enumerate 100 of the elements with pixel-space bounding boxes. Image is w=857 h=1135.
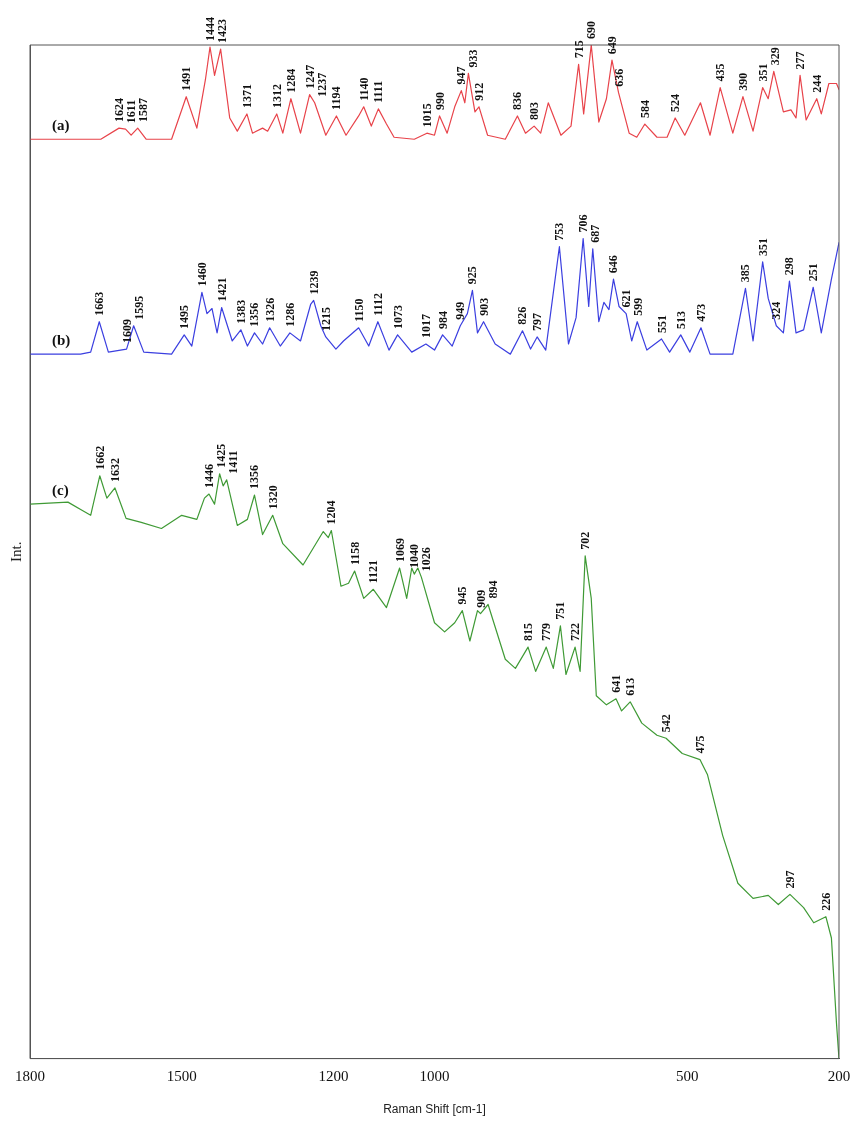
x-tick-label: 1200 <box>318 1067 349 1084</box>
x-tick-label: 1000 <box>419 1067 450 1084</box>
annotation: 1662 <box>92 445 107 470</box>
annotation: 1284 <box>283 68 298 93</box>
annotation: 1111 <box>371 80 386 103</box>
annotation: 277 <box>793 51 808 70</box>
annotation: 1215 <box>318 306 333 331</box>
annotation: 1371 <box>239 83 254 108</box>
annotation: 646 <box>606 255 621 274</box>
annotation: 722 <box>568 623 583 642</box>
annotation: 1411 <box>225 450 240 474</box>
annotation: 690 <box>584 21 599 39</box>
annotation: 542 <box>659 714 674 733</box>
annotation: 1444 <box>203 17 217 42</box>
annotation: 636 <box>611 68 626 87</box>
annotation: 1194 <box>329 86 344 110</box>
annotation: 641 <box>609 674 624 693</box>
annotation: 836 <box>510 91 525 110</box>
annotation: 1239 <box>306 270 321 295</box>
annotation: 329 <box>767 47 782 66</box>
annotation: 909 <box>473 589 488 608</box>
annotation: 1121 <box>366 559 381 584</box>
annotation: 1423 <box>215 19 229 44</box>
annotation: 244 <box>809 74 824 93</box>
series-label: (a) <box>52 116 70 134</box>
annotation: 251 <box>806 263 821 282</box>
annotation: 524 <box>668 93 683 112</box>
annotation: 894 <box>485 580 500 599</box>
annotation: 1595 <box>131 295 146 320</box>
annotation: 297 <box>782 870 797 889</box>
annotation: 815 <box>521 623 536 642</box>
annotation: 1421 <box>214 277 229 302</box>
annotation: 1326 <box>262 297 277 322</box>
annotation: 1356 <box>247 302 262 327</box>
annotation: 1624 <box>111 98 126 123</box>
annotation: 226 <box>818 892 833 911</box>
annotation: 551 <box>654 314 669 333</box>
annotation: 1632 <box>107 457 122 482</box>
annotation: 298 <box>782 257 797 276</box>
annotation: 621 <box>619 289 634 308</box>
annotation: 751 <box>553 601 568 620</box>
annotation: 1356 <box>247 465 262 490</box>
annotation: 584 <box>637 100 652 119</box>
annotation: 706 <box>576 214 591 233</box>
annotation: 947 <box>454 66 469 85</box>
annotation: 351 <box>755 237 770 256</box>
annotation: 599 <box>631 297 646 316</box>
y-axis-title: Int. <box>7 541 24 563</box>
annotation: 649 <box>604 36 619 55</box>
annotation: 753 <box>552 222 567 241</box>
x-tick-label: 500 <box>676 1067 699 1084</box>
annotation: 1587 <box>135 98 150 123</box>
x-tick-label: 200 <box>827 1067 851 1084</box>
annotation: 613 <box>623 677 638 696</box>
x-tick-label: 1800 <box>15 1067 45 1084</box>
annotation: 1015 <box>419 103 434 128</box>
annotation: 1237 <box>314 72 329 97</box>
annotation: 1425 <box>213 443 228 468</box>
annotation: 1158 <box>347 541 362 566</box>
annotation: 984 <box>435 310 450 329</box>
annotation: 435 <box>713 63 728 82</box>
series-label: (c) <box>52 481 69 499</box>
annotation: 826 <box>515 306 530 325</box>
annotation: 1040 <box>407 544 422 569</box>
annotation: 1017 <box>418 314 433 339</box>
x-axis-title: Raman Shift [cm-1] <box>383 1102 486 1117</box>
annotation: 990 <box>432 91 447 110</box>
annotation: 324 <box>769 301 784 320</box>
annotation: 687 <box>588 224 603 243</box>
annotation: 385 <box>738 264 753 283</box>
annotation: 912 <box>471 82 486 101</box>
annotation: 945 <box>455 586 470 605</box>
annotation: 1495 <box>177 304 192 329</box>
annotation: 1026 <box>419 547 434 572</box>
annotation: 803 <box>527 102 542 121</box>
annotation: 1383 <box>233 299 248 324</box>
annotation: 1460 <box>194 262 209 287</box>
annotation: 1069 <box>392 538 407 563</box>
annotation: 903 <box>476 297 491 316</box>
annotation: 1247 <box>302 64 317 89</box>
series-label: (b) <box>52 331 71 349</box>
annotation: 1663 <box>92 291 107 316</box>
annotation: 1150 <box>351 298 366 322</box>
annotation: 1446 <box>201 464 216 489</box>
annotation: 390 <box>735 72 750 91</box>
annotation: 475 <box>692 735 707 754</box>
annotation: 351 <box>755 63 770 82</box>
annotation: 702 <box>578 531 593 550</box>
annotation: 1112 <box>370 293 385 316</box>
annotation: 1611 <box>123 99 138 124</box>
annotation: 1491 <box>179 66 194 91</box>
annotation: 1140 <box>356 77 371 101</box>
annotation: 1320 <box>265 485 280 510</box>
annotation: 1073 <box>390 304 405 329</box>
annotation: 715 <box>571 40 586 59</box>
annotation: 933 <box>466 49 481 68</box>
x-tick-label: 1500 <box>166 1067 197 1084</box>
annotation: 779 <box>539 623 554 642</box>
annotation: 1204 <box>324 500 339 525</box>
annotation: 1312 <box>269 83 284 108</box>
